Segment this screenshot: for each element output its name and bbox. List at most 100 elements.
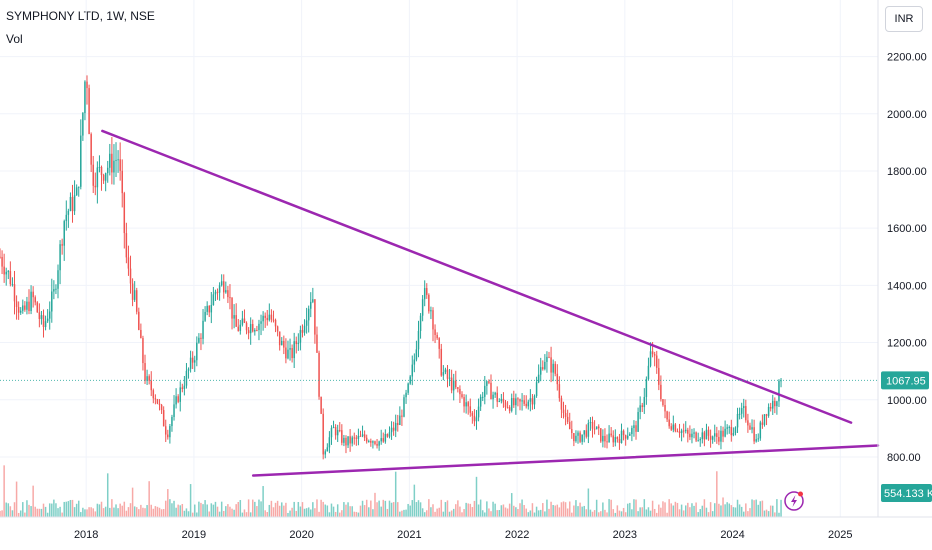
candle-body (494, 392, 496, 395)
candle-body (597, 426, 600, 429)
volume-bar (36, 508, 39, 517)
volume-bar (135, 507, 138, 517)
volume-bar (106, 473, 109, 517)
volume-bar (457, 500, 459, 517)
volume-bar (185, 508, 188, 517)
candle-body (268, 314, 271, 321)
volume-bar (558, 507, 561, 517)
candle-body (591, 422, 594, 429)
volume-bar (9, 506, 12, 517)
volume-bar (175, 507, 177, 517)
candle-body (430, 310, 432, 312)
candle-body (442, 372, 445, 376)
volume-bar (486, 501, 488, 517)
currency-button[interactable]: INR (885, 6, 923, 32)
volume-bar (365, 499, 368, 517)
volume-bar (51, 503, 53, 517)
candle-body (55, 288, 57, 290)
candle-body (477, 406, 480, 418)
symbol-title[interactable]: SYMPHONY LTD, 1W, NSE (6, 9, 155, 23)
volume-bar (216, 506, 219, 517)
volume-bar (177, 504, 179, 517)
volume-bar (490, 511, 492, 517)
volume-bar (467, 503, 469, 517)
candle-body (150, 380, 152, 391)
y-tick-label: 1800.00 (887, 166, 927, 178)
volume-bar (500, 505, 503, 517)
volume-bar (757, 504, 760, 517)
candle-body (245, 322, 248, 331)
volume-bar (718, 503, 720, 517)
candle-body (285, 347, 287, 359)
candle-body (328, 437, 331, 448)
volume-bar (668, 499, 670, 517)
volume-bar (378, 500, 380, 517)
volume-bar (411, 500, 414, 517)
candle-body (113, 160, 115, 173)
volume-bar (388, 500, 391, 517)
volume-bar (241, 512, 244, 517)
volume-bar (475, 476, 478, 517)
candle-body (111, 153, 113, 173)
candle-body (125, 233, 128, 258)
candle-body (765, 414, 768, 416)
volume-bar (24, 512, 26, 517)
candle-body (152, 390, 155, 399)
candle-body (655, 355, 658, 368)
candle-body (164, 426, 167, 435)
y-tick-label: 2000.00 (887, 109, 927, 121)
candle-body (48, 311, 51, 319)
candle-body (289, 348, 291, 350)
candle-body (44, 321, 47, 328)
volume-bar (560, 502, 563, 517)
volume-bar (539, 509, 542, 517)
candle-body (274, 319, 277, 327)
candle-body (486, 381, 488, 386)
candle-body (181, 387, 184, 389)
candle-body (666, 411, 668, 420)
candle-body (299, 329, 302, 343)
volume-bar (270, 500, 273, 517)
volume-bar (330, 503, 333, 517)
volume-bar (324, 504, 327, 517)
candle-body (645, 378, 648, 397)
x-tick-label: 2020 (289, 529, 313, 541)
candle-body (432, 310, 434, 330)
candle-body (469, 406, 472, 413)
trendline[interactable] (251, 444, 880, 477)
volume-bar (535, 506, 538, 517)
volume-bar (131, 487, 134, 517)
candle-body (682, 430, 685, 432)
lightning-icon[interactable] (784, 491, 804, 511)
candle-body (629, 434, 631, 436)
candle-body (247, 330, 250, 334)
volume-bar (689, 507, 691, 517)
trendline[interactable] (101, 129, 853, 424)
volume-bar (322, 501, 324, 517)
volume-bar (332, 506, 335, 517)
candle-body (40, 315, 43, 319)
volume-bar (357, 512, 360, 517)
candle-body (759, 422, 762, 439)
candle-body (542, 367, 544, 370)
volume-bar (26, 500, 28, 517)
volume-bar (225, 506, 227, 517)
candle-body (525, 403, 527, 407)
candle-body (513, 398, 515, 406)
candle-body (258, 323, 260, 331)
candle-body (602, 435, 604, 442)
candle-body (595, 426, 598, 430)
volume-indicator-label[interactable]: Vol (6, 32, 23, 46)
volume-bar (660, 507, 662, 517)
volume-bar (620, 511, 623, 517)
candle-body (38, 312, 41, 319)
candle-body (158, 403, 161, 405)
candle-body (59, 244, 61, 271)
volume-bar (645, 509, 648, 517)
candle-body (490, 382, 492, 400)
candle-body (384, 433, 387, 442)
volume-bar (562, 501, 565, 517)
candle-body (318, 352, 320, 397)
volume-bar (405, 509, 407, 517)
